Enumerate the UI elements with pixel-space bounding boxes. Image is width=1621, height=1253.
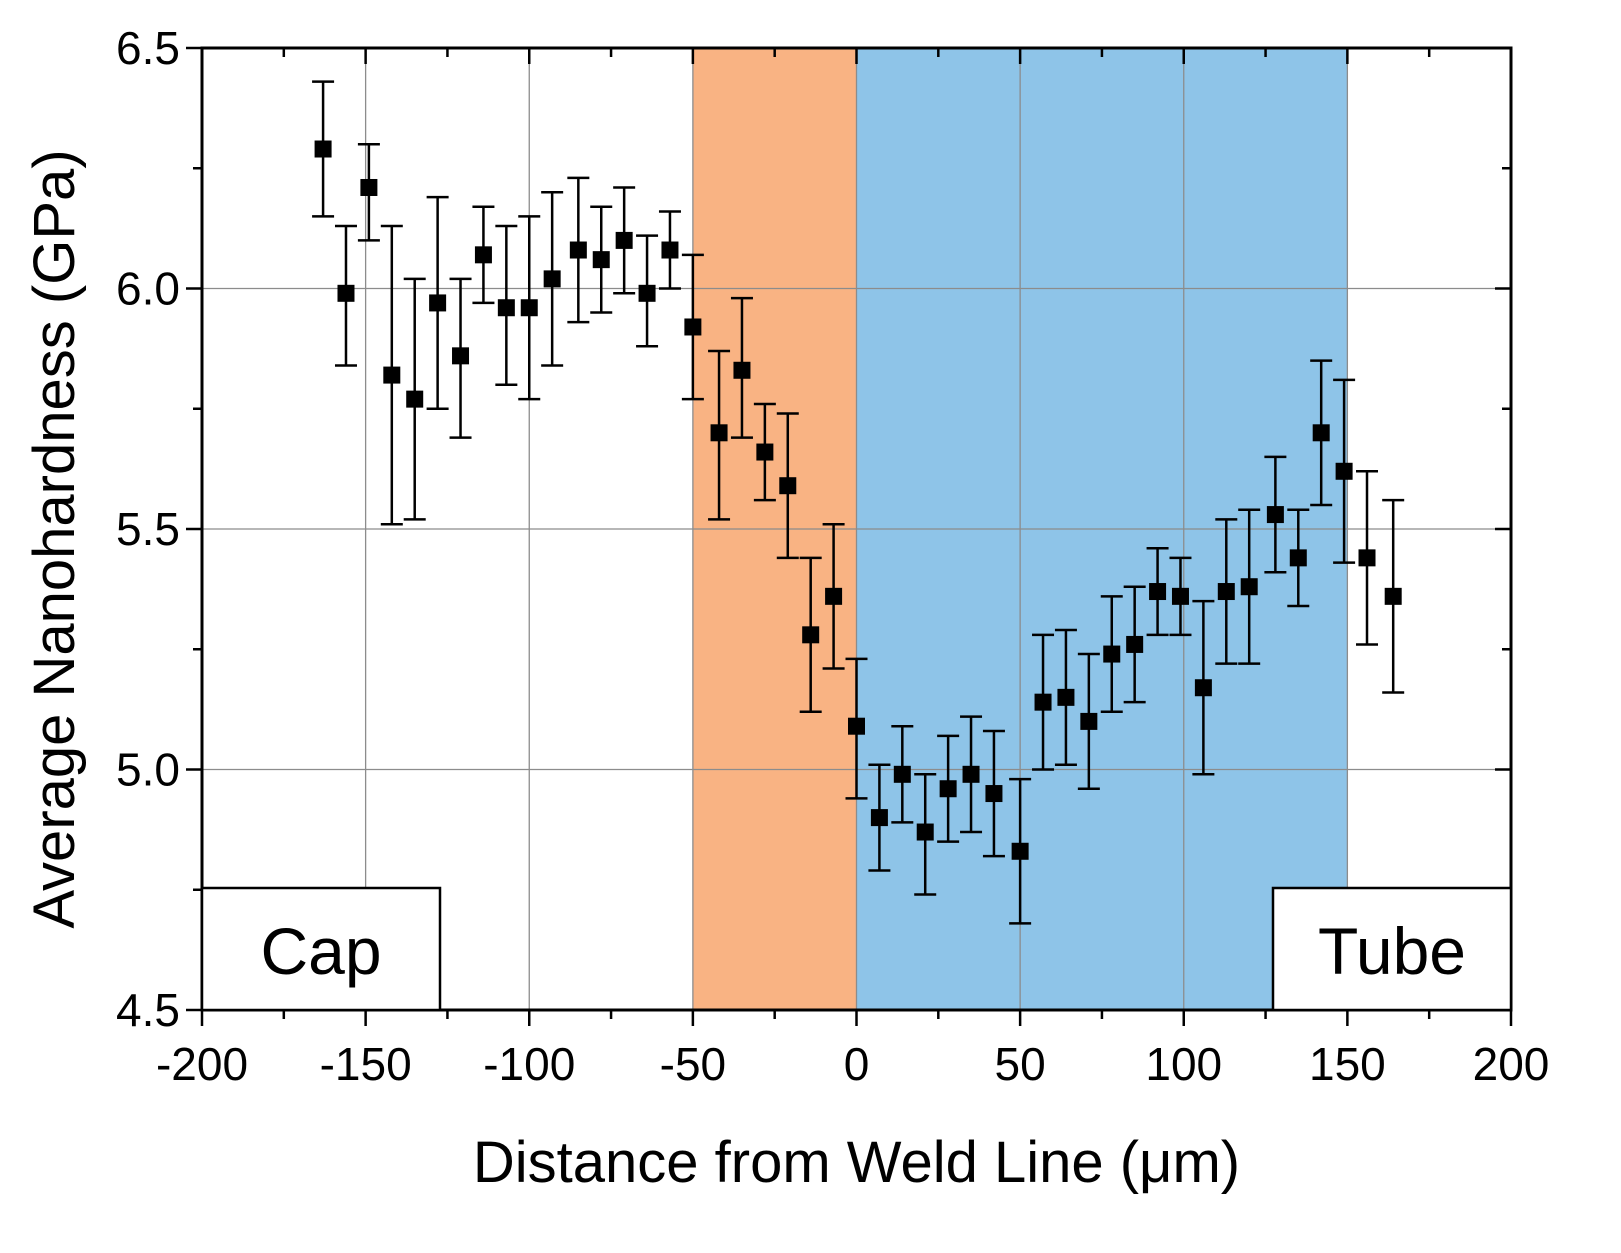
tube-label: Tube — [1318, 914, 1466, 988]
x-tick-label: -200 — [156, 1038, 248, 1090]
data-point — [1289, 549, 1307, 567]
data-point — [1217, 583, 1235, 601]
data-point — [638, 284, 656, 302]
data-point — [848, 717, 865, 735]
x-tick-label: -150 — [320, 1038, 412, 1090]
cap-label-box — [200, 886, 442, 1012]
data-markers — [314, 140, 1402, 860]
data-point — [1358, 549, 1376, 567]
data-point — [1266, 506, 1284, 524]
y-tick-label: 5.5 — [116, 503, 180, 555]
x-tick-label: 50 — [995, 1038, 1046, 1090]
data-point — [962, 765, 980, 783]
x-tick-label: 100 — [1145, 1038, 1222, 1090]
data-point — [1126, 635, 1144, 653]
data-point — [337, 284, 355, 302]
data-point — [543, 270, 561, 288]
data-point — [1103, 645, 1121, 663]
y-tick-label: 4.5 — [116, 984, 180, 1036]
data-point — [802, 626, 820, 644]
x-tick-label: -50 — [660, 1038, 726, 1090]
data-point — [592, 251, 610, 269]
data-point — [1011, 842, 1029, 860]
data-point — [870, 809, 888, 827]
data-point — [1240, 578, 1258, 596]
region-label-boxes: Cap Tube — [200, 886, 1513, 1012]
data-point — [569, 241, 587, 259]
cap-label: Cap — [260, 914, 381, 988]
data-point — [360, 178, 378, 196]
data-point — [684, 318, 702, 336]
x-tick-label: 0 — [844, 1038, 870, 1090]
data-point — [1057, 688, 1075, 706]
plot-frame — [200, 46, 1513, 1012]
data-point — [1194, 679, 1212, 697]
data-point — [756, 443, 774, 461]
y-tick-label: 5.0 — [116, 744, 180, 796]
y-tick-label: 6.0 — [116, 263, 180, 315]
y-tick-label: 6.5 — [116, 22, 180, 74]
data-point — [1080, 712, 1098, 730]
data-point — [661, 241, 679, 259]
data-point — [429, 294, 447, 312]
data-point — [1312, 424, 1330, 442]
data-point — [1149, 583, 1167, 601]
data-point — [939, 780, 957, 798]
data-point — [710, 424, 728, 442]
tube-label-box — [1271, 886, 1513, 1012]
x-tick-label: 200 — [1473, 1038, 1550, 1090]
data-point — [520, 299, 538, 317]
data-point — [1171, 587, 1189, 605]
x-tick-labels: -200 -150 -100 -50 0 50 100 150 200 — [156, 1038, 1549, 1090]
data-point — [1335, 462, 1353, 480]
data-point — [314, 140, 332, 158]
data-point — [825, 587, 843, 605]
data-point — [1384, 587, 1402, 605]
data-point — [985, 785, 1003, 803]
x-tick-label: -100 — [483, 1038, 575, 1090]
data-point — [1034, 693, 1052, 711]
data-point — [383, 366, 401, 384]
y-axis-label: Average Nanohardness (GPa) — [22, 149, 87, 928]
x-tick-label: 150 — [1309, 1038, 1386, 1090]
x-axis-label: Distance from Weld Line (μm) — [473, 1130, 1240, 1195]
data-point — [893, 765, 911, 783]
data-point — [615, 231, 633, 249]
data-point — [497, 299, 515, 317]
data-point — [916, 823, 934, 841]
data-point — [779, 477, 797, 495]
y-tick-labels: 4.5 5.0 5.5 6.0 6.5 — [116, 22, 180, 1036]
data-point — [474, 246, 492, 264]
data-point — [406, 390, 424, 408]
data-point — [452, 347, 470, 365]
data-point — [733, 361, 751, 379]
